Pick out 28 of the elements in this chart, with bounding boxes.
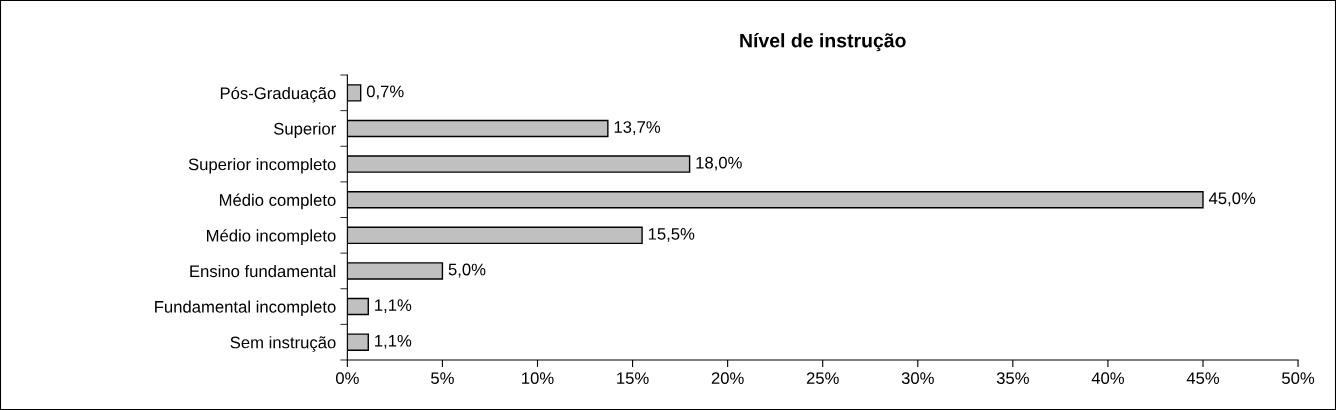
x-tick-label: 40% <box>1091 372 1124 385</box>
y-tick-label: Sem instrução <box>230 336 336 352</box>
x-tick-label: 25% <box>806 372 839 385</box>
x-tick-label: 45% <box>1186 372 1220 385</box>
y-tick-label: Médio completo <box>219 193 336 210</box>
x-tick-label: 15% <box>617 372 649 385</box>
data-label: 45,0% <box>1208 192 1256 207</box>
data-label: 15,5% <box>648 228 695 242</box>
data-label: 18,0% <box>696 156 742 171</box>
data-label: 1,1% <box>375 299 412 313</box>
x-tick-label: 5% <box>431 372 454 385</box>
x-tick-label: 20% <box>711 372 744 385</box>
data-label: 0,7% <box>366 85 404 100</box>
data-label: 1,1% <box>375 334 412 349</box>
chart-title: Nível de instrução <box>740 32 906 52</box>
y-tick-label: Ensino fundamental <box>190 264 336 278</box>
x-tick-label: 35% <box>996 372 1029 385</box>
y-tick-label: Superior <box>274 122 336 138</box>
x-tick-label: 0% <box>335 372 359 385</box>
y-tick-label: Superior incompleto <box>188 158 336 174</box>
x-tick-label: 30% <box>901 372 934 385</box>
data-label: 13,7% <box>614 121 661 135</box>
y-tick-label: Médio incompleto <box>207 229 336 245</box>
y-tick-label: Fundamental incompleto <box>155 300 336 317</box>
data-label: 5,0% <box>448 263 486 278</box>
x-tick-label: 50% <box>1282 372 1315 385</box>
y-tick-label: Pós-Graduação <box>220 86 336 103</box>
x-tick-label: 10% <box>522 372 554 385</box>
